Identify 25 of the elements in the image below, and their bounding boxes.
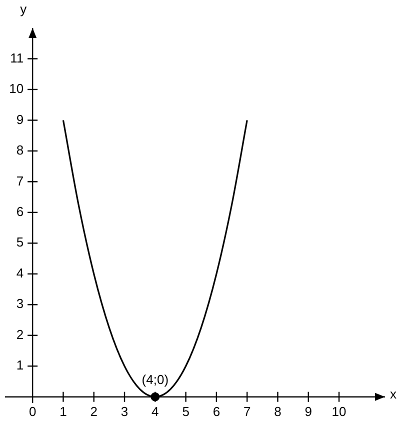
y-tick-label: 9 — [16, 112, 24, 127]
x-tick-label: 4 — [152, 404, 159, 419]
y-tick-label: 11 — [10, 50, 24, 66]
x-tick-label: 1 — [60, 404, 67, 419]
annotation: (4;0) — [142, 372, 169, 387]
y-tick-label: 4 — [16, 265, 24, 280]
x-tick-label: 8 — [274, 404, 282, 419]
y-tick-label: 7 — [16, 173, 24, 188]
x-tick-label: 5 — [182, 404, 190, 419]
x-tick-label: 9 — [304, 404, 312, 419]
x-tick-label: 7 — [243, 404, 251, 419]
x-tick-label: 0 — [28, 404, 36, 419]
y-axis-title: y — [20, 2, 28, 17]
x-tick-label: 2 — [90, 404, 98, 419]
y-tick-label: 3 — [16, 296, 24, 312]
x-tick-label: 6 — [212, 404, 220, 419]
y-tick-label: 5 — [16, 234, 24, 250]
y-tick-label: 8 — [16, 142, 24, 158]
x-tick-label: 3 — [120, 404, 128, 419]
y-tick-label: 1 — [16, 358, 24, 373]
x-axis-title: x — [390, 386, 397, 402]
y-tick-label: 6 — [16, 204, 24, 220]
y-tick-label: 2 — [16, 326, 24, 342]
y-tick-label: 10 — [9, 81, 24, 96]
x-tick-label: 10 — [332, 404, 346, 419]
